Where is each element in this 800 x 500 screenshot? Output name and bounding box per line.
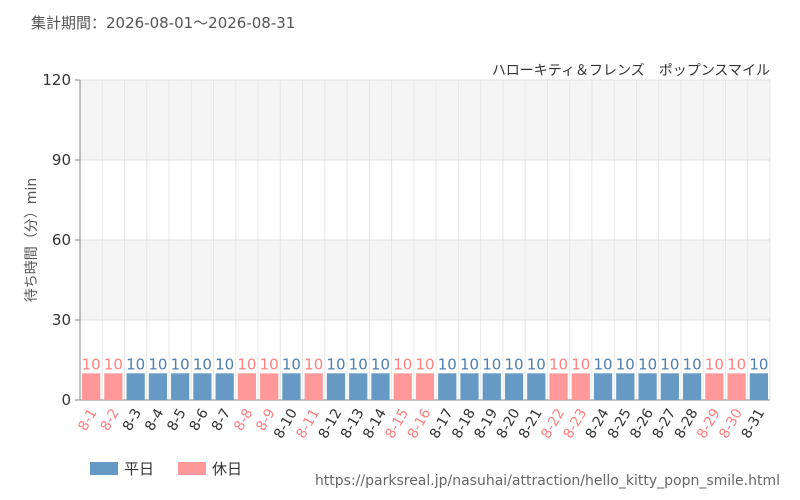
- y-tick-label: 90: [52, 151, 71, 169]
- bar: [482, 373, 501, 400]
- bar: [104, 373, 123, 400]
- bar-value-label: 10: [193, 355, 212, 373]
- bar: [527, 373, 546, 400]
- legend-swatch-holiday: [178, 462, 207, 475]
- bar: [304, 373, 323, 400]
- grid-band: [80, 240, 770, 320]
- grid-band: [80, 80, 770, 160]
- bar-value-label: 10: [482, 355, 501, 373]
- bar-value-label: 10: [438, 355, 457, 373]
- bar-value-label: 10: [104, 355, 123, 373]
- attraction-name: ハローキティ＆フレンズ ポップンスマイル: [491, 63, 770, 79]
- grid-band: [80, 160, 770, 240]
- bar: [126, 373, 145, 400]
- legend: 平日 休日: [90, 458, 266, 479]
- bar: [237, 373, 257, 400]
- legend-swatch-weekday: [90, 462, 118, 475]
- bar: [616, 373, 635, 400]
- bar: [415, 373, 435, 400]
- x-tick-label: 8-31: [739, 406, 769, 442]
- bar-value-label: 10: [349, 355, 368, 373]
- bar-value-label: 10: [215, 355, 234, 373]
- x-tick-label: 8-7: [209, 406, 234, 434]
- bar: [393, 373, 412, 400]
- bar-value-label: 10: [82, 355, 101, 373]
- x-tick-label: 8-8: [231, 406, 256, 434]
- bar: [349, 373, 368, 400]
- bar-value-label: 10: [571, 355, 590, 373]
- bar: [171, 373, 190, 400]
- bar-value-label: 10: [749, 355, 768, 373]
- bar: [638, 373, 657, 400]
- bar-value-label: 10: [638, 355, 657, 373]
- bar: [593, 373, 613, 400]
- legend-item-holiday: 休日: [178, 458, 242, 479]
- legend-label-holiday: 休日: [212, 460, 243, 478]
- bar: [438, 373, 457, 400]
- bar-value-label: 10: [260, 355, 279, 373]
- bar: [571, 373, 590, 400]
- bar: [682, 373, 702, 400]
- bar: [727, 373, 746, 400]
- x-tick-label: 8-5: [164, 406, 189, 434]
- bar: [260, 373, 279, 400]
- legend-item-weekday: 平日: [90, 458, 154, 479]
- bar-value-label: 10: [527, 355, 546, 373]
- bar-value-label: 10: [727, 355, 746, 373]
- bar-value-label: 10: [282, 355, 301, 373]
- bar-value-label: 10: [460, 355, 479, 373]
- bar-value-label: 10: [705, 355, 724, 373]
- bar-value-label: 10: [371, 355, 390, 373]
- bar: [660, 373, 679, 400]
- bar: [282, 373, 301, 400]
- x-tick-label: 8-1: [75, 406, 100, 434]
- x-tick-label: 8-3: [120, 406, 145, 434]
- x-tick-label: 8-2: [98, 406, 123, 434]
- bar-value-label: 10: [415, 355, 434, 373]
- bar-value-label: 10: [393, 355, 412, 373]
- bar: [504, 373, 524, 400]
- bar: [371, 373, 390, 400]
- bar: [148, 373, 168, 400]
- bar-value-label: 10: [660, 355, 679, 373]
- bar-value-label: 10: [594, 355, 613, 373]
- bar-value-label: 10: [326, 355, 345, 373]
- bar-value-label: 10: [126, 355, 145, 373]
- y-tick-label: 60: [52, 231, 71, 249]
- bar-value-label: 10: [148, 355, 167, 373]
- y-tick-label: 120: [42, 71, 71, 89]
- source-url: https://parksreal.jp/nasuhai/attraction/…: [314, 473, 780, 489]
- bar: [460, 373, 479, 400]
- period-label: 集計期間：2026-08-01～2026-08-31: [31, 14, 296, 32]
- y-tick-label: 30: [52, 311, 71, 329]
- bar: [193, 373, 212, 400]
- bar-value-label: 10: [683, 355, 702, 373]
- bar-value-label: 10: [304, 355, 323, 373]
- x-tick-label: 8-4: [142, 406, 167, 434]
- bar: [82, 373, 101, 400]
- y-tick-label: 0: [61, 391, 71, 409]
- bar-value-label: 10: [504, 355, 523, 373]
- x-tick-label: 8-6: [187, 406, 212, 434]
- bar-value-label: 10: [616, 355, 635, 373]
- bar: [326, 373, 346, 400]
- bar-value-label: 10: [549, 355, 568, 373]
- bar: [549, 373, 568, 400]
- bar-value-label: 10: [237, 355, 256, 373]
- bar-value-label: 10: [171, 355, 190, 373]
- bar: [749, 373, 768, 400]
- legend-label-weekday: 平日: [124, 460, 155, 478]
- bar: [705, 373, 724, 400]
- bar: [215, 373, 234, 400]
